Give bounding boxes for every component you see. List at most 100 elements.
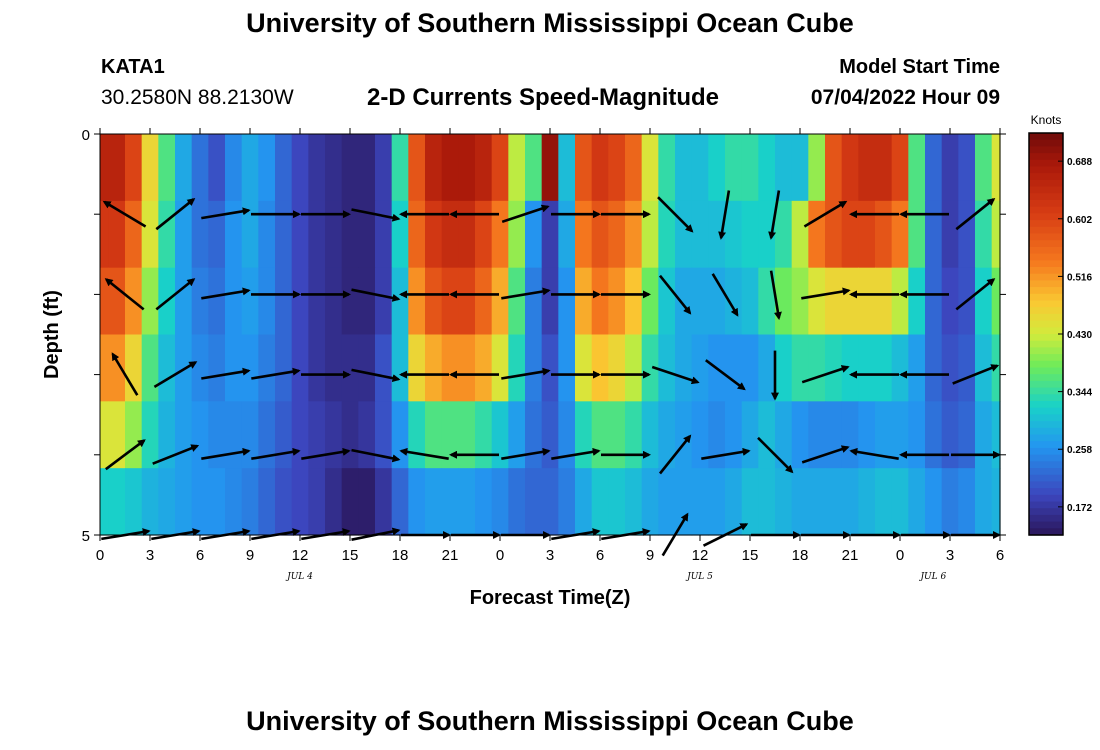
heatmap-cell <box>775 468 793 536</box>
colorbar-segment <box>1029 521 1063 529</box>
colorbar-segment <box>1029 320 1063 328</box>
heatmap-cell <box>558 334 576 402</box>
heatmap-cell <box>191 134 209 202</box>
heatmap-cell <box>975 334 993 402</box>
colorbar-segment <box>1029 407 1063 415</box>
heatmap-cell <box>341 267 359 336</box>
colorbar-segment <box>1029 179 1063 188</box>
current-vector <box>551 447 601 460</box>
heatmap-cell <box>725 267 743 336</box>
heatmap-cell <box>825 468 843 536</box>
colorbar-segment <box>1029 528 1063 536</box>
colorbar-segment <box>1029 173 1063 181</box>
heatmap-cell <box>191 200 209 269</box>
colorbar-segment <box>1029 468 1063 476</box>
heatmap-cell <box>991 134 1001 202</box>
heatmap-cell <box>841 200 859 269</box>
heatmap-cell <box>108 401 126 469</box>
colorbar-tick-label: 0.344 <box>1067 388 1092 399</box>
heatmap-cell <box>375 334 393 402</box>
heatmap-cell <box>791 134 809 202</box>
heatmap-cell <box>641 401 659 469</box>
heatmap-cell <box>408 267 426 336</box>
current-vectors <box>101 190 1001 557</box>
heatmap-cell <box>425 468 443 536</box>
heatmap-cell <box>608 134 626 202</box>
heatmap-cell <box>958 134 976 202</box>
heatmap-cell <box>808 267 826 336</box>
heatmap-cell <box>175 134 193 202</box>
heatmap-cell <box>575 334 593 402</box>
heatmap-cell <box>575 468 593 536</box>
station-coordinates: 30.2580N 88.2130W <box>101 86 294 109</box>
heatmap-cell <box>100 468 109 536</box>
heatmap-cell <box>208 401 226 469</box>
heatmap-cell <box>925 200 943 269</box>
heatmap-cell <box>691 200 709 269</box>
heatmap-cell <box>658 401 676 469</box>
x-tick-label: 15 <box>742 547 759 564</box>
heatmap-cell <box>541 134 559 202</box>
heatmap-cell <box>525 401 543 469</box>
current-vector <box>351 448 401 463</box>
heatmap-cell <box>425 334 443 402</box>
heatmap-cell <box>875 468 893 536</box>
heatmap-cell <box>891 334 909 402</box>
colorbar-segment <box>1029 414 1063 422</box>
heatmap-cell <box>225 267 243 336</box>
current-vector <box>705 359 746 391</box>
colorbar-segment <box>1029 454 1063 462</box>
colorbar-segment <box>1029 427 1063 436</box>
heatmap-cell <box>958 200 976 269</box>
heatmap-cell <box>258 200 276 269</box>
heatmap-cell <box>875 334 893 402</box>
heatmap-cell <box>858 334 876 402</box>
current-vector <box>201 447 251 460</box>
heatmap-cell <box>108 468 126 536</box>
heatmap-cell <box>358 267 376 336</box>
current-vector <box>251 447 301 460</box>
heatmap-cell <box>375 200 393 269</box>
heatmap-cell <box>841 334 859 402</box>
heatmap-cell <box>175 401 193 469</box>
heatmap-cell <box>741 134 759 202</box>
model-start-value: 07/04/2022 Hour 09 <box>810 86 1000 109</box>
heatmap-cell <box>341 334 359 402</box>
colorbar-segment <box>1029 133 1063 141</box>
heatmap-cell <box>275 334 293 402</box>
heatmap-cell <box>758 401 776 469</box>
current-vector <box>102 200 147 228</box>
colorbar-tick-label: 0.430 <box>1067 330 1092 341</box>
x-tick-label: 3 <box>946 547 954 564</box>
heatmap-cell <box>791 401 809 469</box>
heatmap-cell <box>108 334 126 402</box>
heatmap-cell <box>158 200 176 269</box>
heatmap-cell <box>391 134 409 202</box>
heatmap-cell <box>725 134 743 202</box>
heatmap-cell <box>941 468 959 536</box>
x-tick-label: 9 <box>646 547 654 564</box>
heatmap-cell <box>758 334 776 402</box>
date-label: JUL 4 <box>285 572 313 582</box>
heatmap-cell <box>541 334 559 402</box>
heatmap-cell <box>575 401 593 469</box>
heatmap-cell <box>241 200 259 269</box>
heatmap-cell <box>208 134 226 202</box>
heatmap-cell <box>508 200 526 269</box>
heatmap-cell <box>391 468 409 536</box>
colorbar-segment <box>1029 213 1063 221</box>
current-vector <box>501 204 550 224</box>
heatmap-cell <box>575 200 593 269</box>
heatmap-cell <box>691 134 709 202</box>
heatmap-cell <box>575 134 593 202</box>
heatmap-cell <box>325 334 343 402</box>
heatmap-cell <box>758 134 776 202</box>
heatmap-cell <box>825 401 843 469</box>
heatmap-cell <box>458 334 476 402</box>
heatmap-cell <box>100 200 109 269</box>
heatmap-cell <box>675 200 693 269</box>
heatmap-cell <box>525 267 543 336</box>
heatmap-cell <box>375 468 393 536</box>
current-vector <box>658 434 692 475</box>
heatmap-cell <box>908 401 926 469</box>
